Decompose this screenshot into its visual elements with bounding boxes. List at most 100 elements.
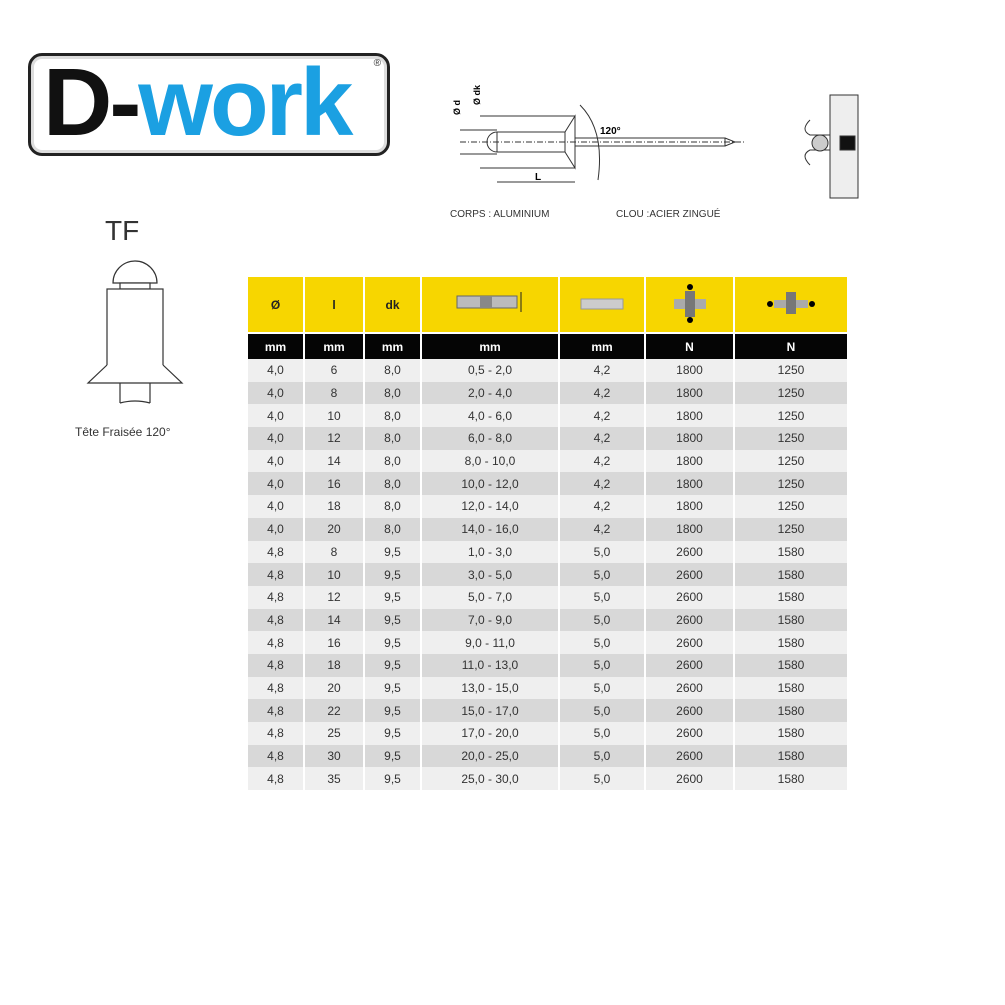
table-row: 4,0 12 8,0 6,0 - 8,0 4,2 1800 1250 bbox=[248, 427, 849, 450]
rivet-type-caption: Tête Fraisée 120° bbox=[75, 425, 171, 439]
shear-strength-icon bbox=[646, 277, 735, 332]
table-cell: 2600 bbox=[646, 631, 735, 654]
head-diameter-label: Ø dk bbox=[472, 84, 482, 105]
table-cell: 4,0 bbox=[248, 449, 305, 473]
table-cell: 4,8 bbox=[248, 653, 305, 677]
table-cell: 1580 bbox=[735, 744, 849, 768]
table-cell: 15,0 - 17,0 bbox=[422, 699, 560, 722]
table-row: 4,0 8 8,0 2,0 - 4,0 4,2 1800 1250 bbox=[248, 381, 849, 405]
drill-hole-icon bbox=[560, 277, 646, 332]
table-cell: 2600 bbox=[646, 563, 735, 586]
table-cell: 1580 bbox=[735, 722, 849, 745]
table-cell: 1800 bbox=[646, 495, 735, 518]
table-cell: 4,8 bbox=[248, 722, 305, 745]
table-cell: 20 bbox=[305, 517, 365, 541]
table-row: 4,0 18 8,0 12,0 - 14,0 4,2 1800 1250 bbox=[248, 495, 849, 518]
table-cell: 9,5 bbox=[365, 585, 422, 609]
table-cell: 9,5 bbox=[365, 744, 422, 768]
table-cell: 4,2 bbox=[560, 517, 646, 541]
table-cell: 8,0 bbox=[365, 359, 422, 382]
table-cell: 1,0 - 3,0 bbox=[422, 540, 560, 564]
angle-label: 120° bbox=[600, 126, 621, 137]
table-cell: 4,8 bbox=[248, 744, 305, 768]
table-cell: 11,0 - 13,0 bbox=[422, 653, 560, 677]
table-cell: 14 bbox=[305, 449, 365, 473]
table-row: 4,8 8 9,5 1,0 - 3,0 5,0 2600 1580 bbox=[248, 540, 849, 564]
table-cell: 12 bbox=[305, 427, 365, 450]
table-cell: 1580 bbox=[735, 699, 849, 722]
table-cell: 5,0 bbox=[560, 699, 646, 722]
table-cell: 18 bbox=[305, 653, 365, 677]
unit-header: N bbox=[735, 332, 849, 359]
table-row: 4,0 10 8,0 4,0 - 6,0 4,2 1800 1250 bbox=[248, 404, 849, 428]
table-cell: 9,5 bbox=[365, 631, 422, 654]
table-cell: 14,0 - 16,0 bbox=[422, 517, 560, 541]
table-cell: 4,2 bbox=[560, 427, 646, 450]
table-cell: 1580 bbox=[735, 540, 849, 564]
table-cell: 2600 bbox=[646, 699, 735, 722]
table-cell: 4,8 bbox=[248, 767, 305, 791]
table-row: 4,8 18 9,5 11,0 - 13,0 5,0 2600 1580 bbox=[248, 653, 849, 677]
table-cell: 1800 bbox=[646, 517, 735, 541]
table-row: 4,0 16 8,0 10,0 - 12,0 4,2 1800 1250 bbox=[248, 472, 849, 496]
table-cell: 1580 bbox=[735, 585, 849, 609]
column-header: dk bbox=[365, 277, 422, 332]
table-cell: 1800 bbox=[646, 427, 735, 450]
table-cell: 1580 bbox=[735, 767, 849, 791]
table-row: 4,0 14 8,0 8,0 - 10,0 4,2 1800 1250 bbox=[248, 449, 849, 473]
unit-header: N bbox=[646, 332, 735, 359]
table-cell: 13,0 - 15,0 bbox=[422, 676, 560, 700]
dwork-logo: D-work ® bbox=[28, 49, 390, 156]
table-cell: 1250 bbox=[735, 472, 849, 496]
logo-text-d: D- bbox=[43, 49, 141, 156]
table-cell: 10,0 - 12,0 bbox=[422, 472, 560, 496]
table-row: 4,8 10 9,5 3,0 - 5,0 5,0 2600 1580 bbox=[248, 563, 849, 586]
table-cell: 5,0 bbox=[560, 653, 646, 677]
unit-header: mm bbox=[365, 332, 422, 359]
table-cell: 9,5 bbox=[365, 653, 422, 677]
table-cell: 2600 bbox=[646, 653, 735, 677]
table-cell: 1580 bbox=[735, 653, 849, 677]
rivet-dimension-diagram: Ø d Ø dk 120° L CORPS : ALUMINIUM CLOU :… bbox=[450, 84, 859, 220]
table-cell: 8,0 bbox=[365, 495, 422, 518]
rivet-type-code: TF bbox=[105, 215, 140, 246]
table-row: 4,8 30 9,5 20,0 - 25,0 5,0 2600 1580 bbox=[248, 744, 849, 768]
table-cell: 1250 bbox=[735, 427, 849, 450]
table-row: 4,8 35 9,5 25,0 - 30,0 5,0 2600 1580 bbox=[248, 767, 849, 791]
table-cell: 17,0 - 20,0 bbox=[422, 722, 560, 745]
unit-header: mm bbox=[422, 332, 560, 359]
table-cell: 2,0 - 4,0 bbox=[422, 381, 560, 405]
table-cell: 10 bbox=[305, 563, 365, 586]
table-cell: 8 bbox=[305, 540, 365, 564]
logo-text-work: work bbox=[138, 49, 353, 156]
table-cell: 9,5 bbox=[365, 722, 422, 745]
table-cell: 2600 bbox=[646, 767, 735, 791]
table-cell: 5,0 - 7,0 bbox=[422, 585, 560, 609]
table-cell: 4,0 bbox=[248, 404, 305, 428]
grip-range-icon bbox=[422, 277, 560, 332]
table-cell: 2600 bbox=[646, 744, 735, 768]
table-cell: 8,0 bbox=[365, 449, 422, 473]
table-cell: 16 bbox=[305, 631, 365, 654]
table-cell: 1250 bbox=[735, 449, 849, 473]
table-cell: 35 bbox=[305, 767, 365, 791]
table-cell: 7,0 - 9,0 bbox=[422, 608, 560, 632]
table-cell: 2600 bbox=[646, 608, 735, 632]
table-cell: 4,2 bbox=[560, 449, 646, 473]
table-row: 4,8 12 9,5 5,0 - 7,0 5,0 2600 1580 bbox=[248, 585, 849, 609]
table-cell: 4,0 bbox=[248, 381, 305, 405]
diameter-label: Ø d bbox=[452, 100, 462, 115]
table-cell: 4,8 bbox=[248, 676, 305, 700]
table-cell: 22 bbox=[305, 699, 365, 722]
table-cell: 9,5 bbox=[365, 608, 422, 632]
table-cell: 9,5 bbox=[365, 676, 422, 700]
table-cell: 8,0 bbox=[365, 472, 422, 496]
table-cell: 14 bbox=[305, 608, 365, 632]
table-cell: 8,0 bbox=[365, 427, 422, 450]
table-cell: 5,0 bbox=[560, 744, 646, 768]
table-cell: 5,0 bbox=[560, 585, 646, 609]
table-cell: 3,0 - 5,0 bbox=[422, 563, 560, 586]
table-cell: 8,0 bbox=[365, 381, 422, 405]
table-cell: 5,0 bbox=[560, 722, 646, 745]
